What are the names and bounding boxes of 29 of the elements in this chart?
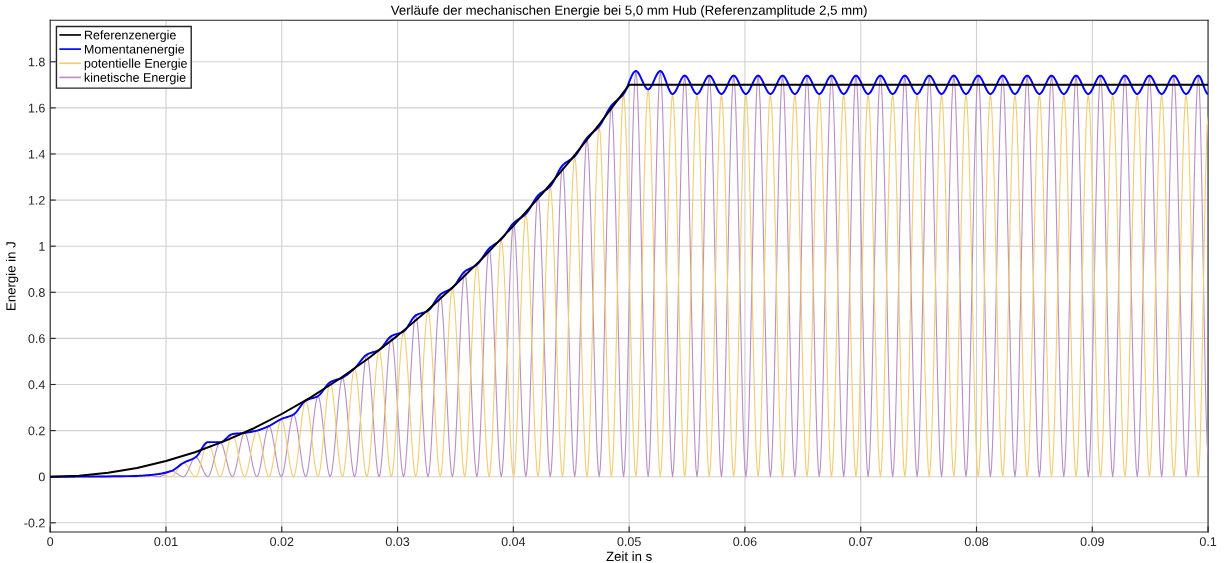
x-tick-label: 0.02	[270, 537, 294, 547]
y-tick-label: 0.4	[28, 380, 45, 390]
y-tick-label: 1.8	[28, 57, 45, 67]
y-axis-title: Energie in J	[5, 242, 19, 310]
y-tick-label: 1	[39, 242, 45, 251]
legend-label: kinetische Energie	[84, 72, 186, 85]
y-tick-label: 0.6	[28, 334, 45, 344]
x-tick-label: 0.06	[733, 537, 757, 547]
x-tick-label: 0.1	[1199, 537, 1217, 547]
x-tick-label: 0.08	[964, 537, 989, 547]
y-tick-label: 1.6	[28, 103, 45, 113]
legend-label: Momentanenergie	[84, 44, 185, 57]
x-tick-label: 0.05	[617, 537, 641, 547]
y-tick-label: 0.8	[28, 288, 45, 297]
y-tick-label: 0.2	[28, 426, 45, 436]
y-tick-label: 1.2	[28, 195, 45, 205]
chart-title: Verläufe der mechanischen Energie bei 5,0 mm Hub (Referenzamplitude 2,5 mm)	[390, 5, 867, 18]
y-tick-label: -0.2	[24, 518, 45, 528]
x-tick-label: 0.09	[1080, 537, 1104, 547]
x-axis-title: Zeit in s	[606, 551, 652, 562]
legend-label: potentielle Energie	[84, 58, 187, 71]
y-tick-label: 0	[38, 472, 45, 482]
x-tick-label: 0.03	[385, 537, 410, 547]
x-tick-label: 0.04	[501, 537, 526, 547]
x-tick-label: 0.01	[154, 537, 178, 547]
x-tick-label: 0	[47, 537, 54, 547]
y-tick-label: 1.4	[28, 149, 45, 159]
legend-label: Referenzenergie	[84, 30, 176, 42]
x-tick-label: 0.07	[849, 537, 873, 547]
